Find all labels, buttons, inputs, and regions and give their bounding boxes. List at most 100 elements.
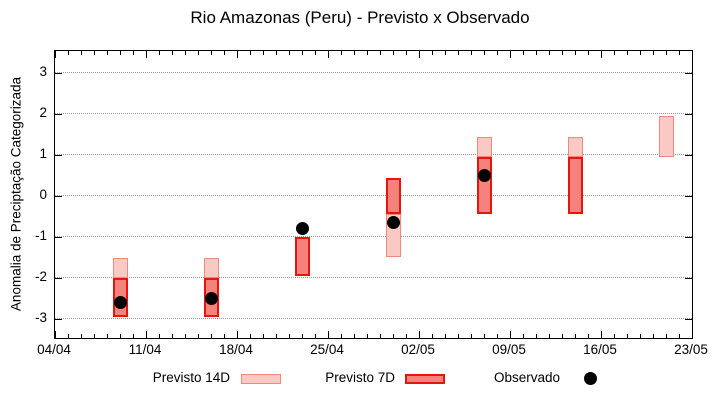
x-minor-tick	[211, 51, 212, 55]
legend-label-previsto7: Previsto 7D	[325, 370, 395, 385]
x-minor-tick	[380, 51, 381, 55]
x-minor-tick	[445, 334, 446, 338]
x-minor-tick	[94, 51, 95, 55]
x-minor-tick	[224, 334, 225, 338]
x-minor-tick	[679, 334, 680, 338]
x-minor-tick	[354, 334, 355, 338]
x-minor-tick	[159, 334, 160, 338]
x-minor-tick	[458, 334, 459, 338]
x-major-tick	[419, 51, 420, 58]
x-minor-tick	[445, 51, 446, 55]
y-tick-left	[55, 155, 62, 156]
x-minor-tick	[562, 51, 563, 55]
x-minor-tick	[471, 334, 472, 338]
x-minor-tick	[302, 334, 303, 338]
x-minor-tick	[523, 334, 524, 338]
x-minor-tick	[497, 51, 498, 55]
x-minor-tick	[315, 334, 316, 338]
x-minor-tick	[133, 334, 134, 338]
x-minor-tick	[172, 51, 173, 55]
x-minor-tick	[562, 334, 563, 338]
x-minor-tick	[393, 51, 394, 55]
x-minor-tick	[107, 51, 108, 55]
x-minor-tick	[406, 334, 407, 338]
x-minor-tick	[250, 334, 251, 338]
x-minor-tick	[276, 51, 277, 55]
x-minor-tick	[471, 51, 472, 55]
x-minor-tick	[575, 51, 576, 55]
x-major-tick	[510, 331, 511, 338]
x-major-tick	[419, 331, 420, 338]
y-tick-right	[685, 237, 692, 238]
previsto14-box	[203, 257, 219, 278]
x-minor-tick	[575, 334, 576, 338]
x-major-tick	[55, 331, 56, 338]
x-minor-tick	[549, 51, 550, 55]
x-minor-tick	[432, 334, 433, 338]
y-tick-left	[55, 237, 62, 238]
x-minor-tick	[107, 334, 108, 338]
x-minor-tick	[458, 51, 459, 55]
x-minor-tick	[484, 51, 485, 55]
y-tick-label: -1	[34, 228, 47, 243]
legend-swatch-previsto14	[241, 374, 281, 384]
legend-label-observado: Observado	[493, 370, 560, 385]
y-tick-left	[55, 73, 62, 74]
legend-label-previsto14: Previsto 14D	[152, 370, 230, 385]
observado-dot	[204, 292, 218, 305]
previsto14-box	[476, 136, 492, 158]
previsto14-box	[658, 116, 674, 158]
x-major-tick	[55, 51, 56, 58]
legend: Previsto 14D Previsto 7D Observado	[0, 368, 720, 390]
x-minor-tick	[289, 51, 290, 55]
x-major-tick	[601, 51, 602, 58]
x-minor-tick	[640, 334, 641, 338]
x-minor-tick	[198, 51, 199, 55]
x-tick-label: 23/05	[674, 342, 708, 357]
y-tick-left	[55, 319, 62, 320]
x-major-tick	[237, 331, 238, 338]
y-tick-right	[685, 155, 692, 156]
x-minor-tick	[185, 334, 186, 338]
x-tick-label: 16/05	[583, 342, 617, 357]
x-major-tick	[692, 51, 693, 58]
y-tick-right	[685, 114, 692, 115]
gridline-y3	[55, 72, 692, 73]
x-major-tick	[146, 51, 147, 58]
x-minor-tick	[367, 334, 368, 338]
x-minor-tick	[588, 51, 589, 55]
x-minor-tick	[276, 334, 277, 338]
previsto7-box	[294, 237, 310, 276]
x-major-tick	[510, 51, 511, 58]
x-minor-tick	[81, 334, 82, 338]
x-minor-tick	[250, 51, 251, 55]
x-minor-tick	[211, 334, 212, 338]
x-minor-tick	[367, 51, 368, 55]
y-tick-label: 1	[39, 146, 47, 161]
x-minor-tick	[484, 334, 485, 338]
x-minor-tick	[172, 334, 173, 338]
x-major-tick	[328, 51, 329, 58]
y-tick-label: -2	[34, 269, 47, 284]
x-minor-tick	[536, 51, 537, 55]
x-tick-label: 11/04	[128, 342, 162, 357]
gridline-y-1	[55, 236, 692, 237]
x-tick-label: 09/05	[492, 342, 526, 357]
y-tick-left	[55, 114, 62, 115]
x-minor-tick	[289, 334, 290, 338]
x-minor-tick	[120, 334, 121, 338]
observado-dot	[386, 216, 400, 230]
previsto14-box	[112, 257, 128, 278]
x-minor-tick	[432, 51, 433, 55]
x-minor-tick	[185, 51, 186, 55]
previsto14-box	[567, 136, 583, 158]
x-minor-tick	[627, 334, 628, 338]
x-minor-tick	[315, 51, 316, 55]
observado-dot	[113, 296, 127, 310]
legend-swatch-previsto7	[405, 374, 445, 384]
previsto7-box	[385, 177, 401, 215]
x-minor-tick	[679, 51, 680, 55]
x-minor-tick	[627, 51, 628, 55]
gridline-y1	[55, 154, 692, 155]
